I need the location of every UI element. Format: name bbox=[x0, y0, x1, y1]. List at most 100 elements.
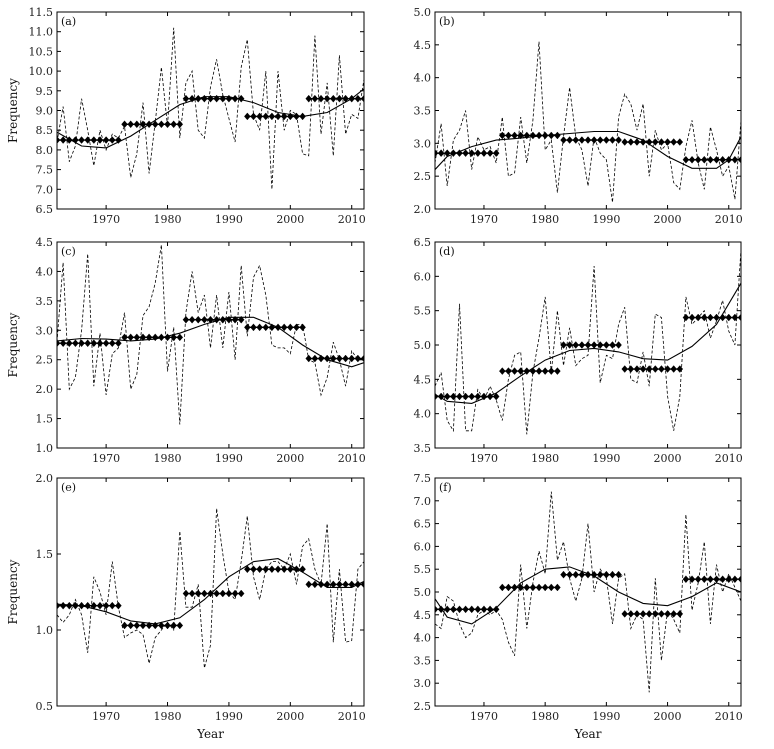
segment-mean-marker bbox=[176, 333, 184, 342]
x-tick-label: 1990 bbox=[592, 213, 620, 226]
segment-mean-marker bbox=[658, 610, 665, 618]
y-tick-label: 3.0 bbox=[36, 324, 54, 337]
segment-mean-marker bbox=[256, 323, 263, 332]
x-tick-label: 2010 bbox=[715, 452, 743, 465]
segment-mean-marker bbox=[287, 323, 294, 332]
y-tick-label: 5.0 bbox=[414, 586, 432, 599]
annual-series-line bbox=[435, 41, 741, 203]
y-tick-label: 1.0 bbox=[36, 624, 54, 637]
panel-c: 1.0 1.5 2.0 2.5 3.0 3.5 4.0 4.5 1970 1980 1990 2000… bbox=[6, 236, 366, 465]
segment-mean-marker bbox=[182, 315, 190, 324]
panel-d: 3.5 4.0 4.5 5.0 5.5 6.0 6.5 1970 1980 1990 2000 201… bbox=[414, 236, 743, 465]
x-tick-label: 1980 bbox=[531, 452, 559, 465]
segment-mean-marker bbox=[305, 354, 313, 363]
segment-mean-marker bbox=[694, 155, 702, 164]
segment-mean-marker bbox=[78, 136, 85, 144]
segment-mean-marker bbox=[474, 149, 482, 157]
segment-mean-marker bbox=[511, 367, 518, 375]
y-tick-label: 3.0 bbox=[414, 677, 432, 690]
segment-mean-marker bbox=[268, 112, 276, 121]
segment-mean-marker bbox=[719, 575, 726, 584]
y-tick-label: 4.5 bbox=[414, 373, 432, 386]
segment-mean-marker bbox=[578, 136, 586, 144]
segment-mean-marker bbox=[676, 610, 684, 618]
y-tick-label: 1.5 bbox=[36, 548, 54, 561]
segment-mean-marker bbox=[621, 610, 628, 618]
segment-mean-marker bbox=[529, 131, 537, 140]
segment-mean-marker bbox=[554, 583, 561, 592]
data-layer bbox=[435, 41, 741, 203]
y-tick-label: 5.5 bbox=[414, 563, 432, 576]
y-tick-label: 2.0 bbox=[36, 383, 54, 396]
segment-mean-marker bbox=[707, 575, 714, 584]
segment-mean-marker bbox=[505, 583, 512, 592]
y-tick-label: 3.0 bbox=[414, 137, 432, 150]
segment-mean-marker bbox=[262, 112, 270, 121]
segment-mean-marker bbox=[707, 313, 714, 322]
y-tick-label: 3.5 bbox=[36, 295, 54, 308]
y-tick-label: 3.5 bbox=[414, 442, 432, 455]
segment-mean-marker bbox=[108, 136, 116, 144]
segment-mean-marker bbox=[127, 120, 134, 129]
y-tick-label: 2.5 bbox=[414, 700, 432, 713]
segment-mean-marker bbox=[596, 136, 604, 144]
y-tick-label: 6.5 bbox=[36, 203, 54, 216]
segment-mean-marker bbox=[615, 570, 622, 579]
segment-mean-marker bbox=[188, 589, 196, 598]
segment-mean-marker bbox=[633, 138, 641, 146]
segment-mean-marker bbox=[505, 131, 512, 140]
segment-mean-marker bbox=[505, 367, 512, 375]
segment-mean-marker bbox=[72, 339, 79, 348]
data-layer bbox=[435, 248, 741, 435]
x-tick-label: 2010 bbox=[338, 452, 366, 465]
segment-mean-marker bbox=[311, 354, 319, 363]
y-tick-label: 2.0 bbox=[36, 472, 54, 485]
segment-mean-marker bbox=[84, 339, 91, 348]
segment-mean-marker bbox=[115, 339, 122, 348]
segment-mean-marker bbox=[737, 155, 741, 164]
y-tick-label: 4.5 bbox=[414, 39, 432, 52]
segment-mean-marker bbox=[480, 605, 488, 614]
segment-mean-marker bbox=[225, 589, 233, 598]
y-tick-label: 5.0 bbox=[414, 6, 432, 19]
segment-mean-marker bbox=[670, 138, 677, 146]
segment-mean-marker bbox=[360, 94, 364, 103]
y-tick-label: 4.5 bbox=[414, 609, 432, 622]
x-tick-label: 1990 bbox=[592, 452, 620, 465]
segment-mean-marker bbox=[701, 155, 708, 164]
x-tick-label: 2000 bbox=[654, 710, 682, 723]
panel-label: (f) bbox=[439, 481, 452, 494]
y-tick-label: 11.0 bbox=[29, 26, 54, 39]
segment-mean-marker bbox=[492, 605, 500, 614]
x-tick-label: 2000 bbox=[654, 452, 682, 465]
segment-mean-marker bbox=[268, 565, 276, 574]
trend-curve bbox=[435, 282, 741, 404]
x-tick-label: 1990 bbox=[215, 452, 243, 465]
segment-mean-marker bbox=[566, 136, 573, 144]
panel-f: 2.5 3.0 3.5 4.0 4.5 5.0 5.5 6.0 6.5 7.0 7.5 1970 198… bbox=[414, 472, 743, 741]
segment-mean-marker bbox=[108, 601, 116, 610]
segment-mean-marker bbox=[176, 120, 184, 129]
y-tick-label: 8.0 bbox=[36, 144, 54, 157]
segment-mean-marker bbox=[305, 580, 313, 589]
segment-mean-marker bbox=[231, 589, 239, 598]
segment-mean-marker bbox=[572, 570, 580, 579]
segment-mean-marker bbox=[621, 138, 628, 146]
y-tick-label: 2.0 bbox=[414, 203, 432, 216]
x-tick-label: 1990 bbox=[215, 213, 243, 226]
segment-mean-marker bbox=[115, 601, 122, 610]
segment-mean-marker bbox=[548, 583, 555, 592]
y-tick-label: 4.0 bbox=[414, 632, 432, 645]
trend-curve bbox=[435, 130, 741, 170]
segment-mean-marker bbox=[336, 94, 343, 103]
y-tick-label: 4.0 bbox=[414, 72, 432, 85]
y-axis-title: Frequency bbox=[6, 78, 20, 143]
segment-mean-marker bbox=[164, 621, 171, 630]
segment-mean-marker bbox=[652, 138, 659, 146]
segment-mean-marker bbox=[188, 315, 196, 324]
x-tick-label: 1980 bbox=[154, 710, 182, 723]
segment-mean-marker bbox=[354, 354, 362, 363]
segment-mean-marker bbox=[627, 610, 635, 618]
segment-mean-marker bbox=[578, 341, 586, 349]
